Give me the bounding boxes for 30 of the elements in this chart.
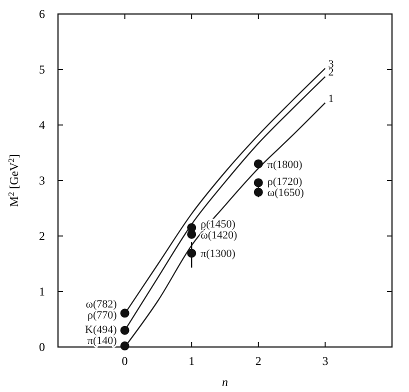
y-tick-label: 2 [39,229,45,243]
x-tick-label: 2 [255,354,262,368]
y-tick-label: 6 [39,7,45,21]
y-tick-label: 0 [39,340,45,354]
y-tick-label: 4 [39,118,45,132]
annotation: π(140) [87,335,118,347]
x-tick-label: 1 [188,354,195,368]
annotation: ω(782) [86,298,118,310]
annotation: ω(1650) [267,187,304,200]
point [187,248,196,258]
point [120,308,130,318]
point [254,159,263,168]
x-tick-label: 0 [122,354,128,368]
y-tick-label: 5 [39,62,45,76]
point [254,188,263,197]
annotation: π(1300) [200,248,236,260]
y-tick-label: 1 [39,284,45,298]
series-label: 1 [328,92,334,105]
annotation: ω(1420) [200,229,238,242]
series-label: 2 [328,66,334,79]
point [254,178,263,188]
point [120,341,130,350]
annotation: K(494) [85,324,118,336]
y-tick-label: 3 [39,174,45,188]
annotation: π(1800) [267,158,303,171]
x-axis-title: n [222,375,228,389]
x-tick-label: 3 [322,354,328,368]
point [120,326,130,335]
annotation: ρ(770) [87,309,118,322]
annotation: ρ(1720) [267,176,303,188]
